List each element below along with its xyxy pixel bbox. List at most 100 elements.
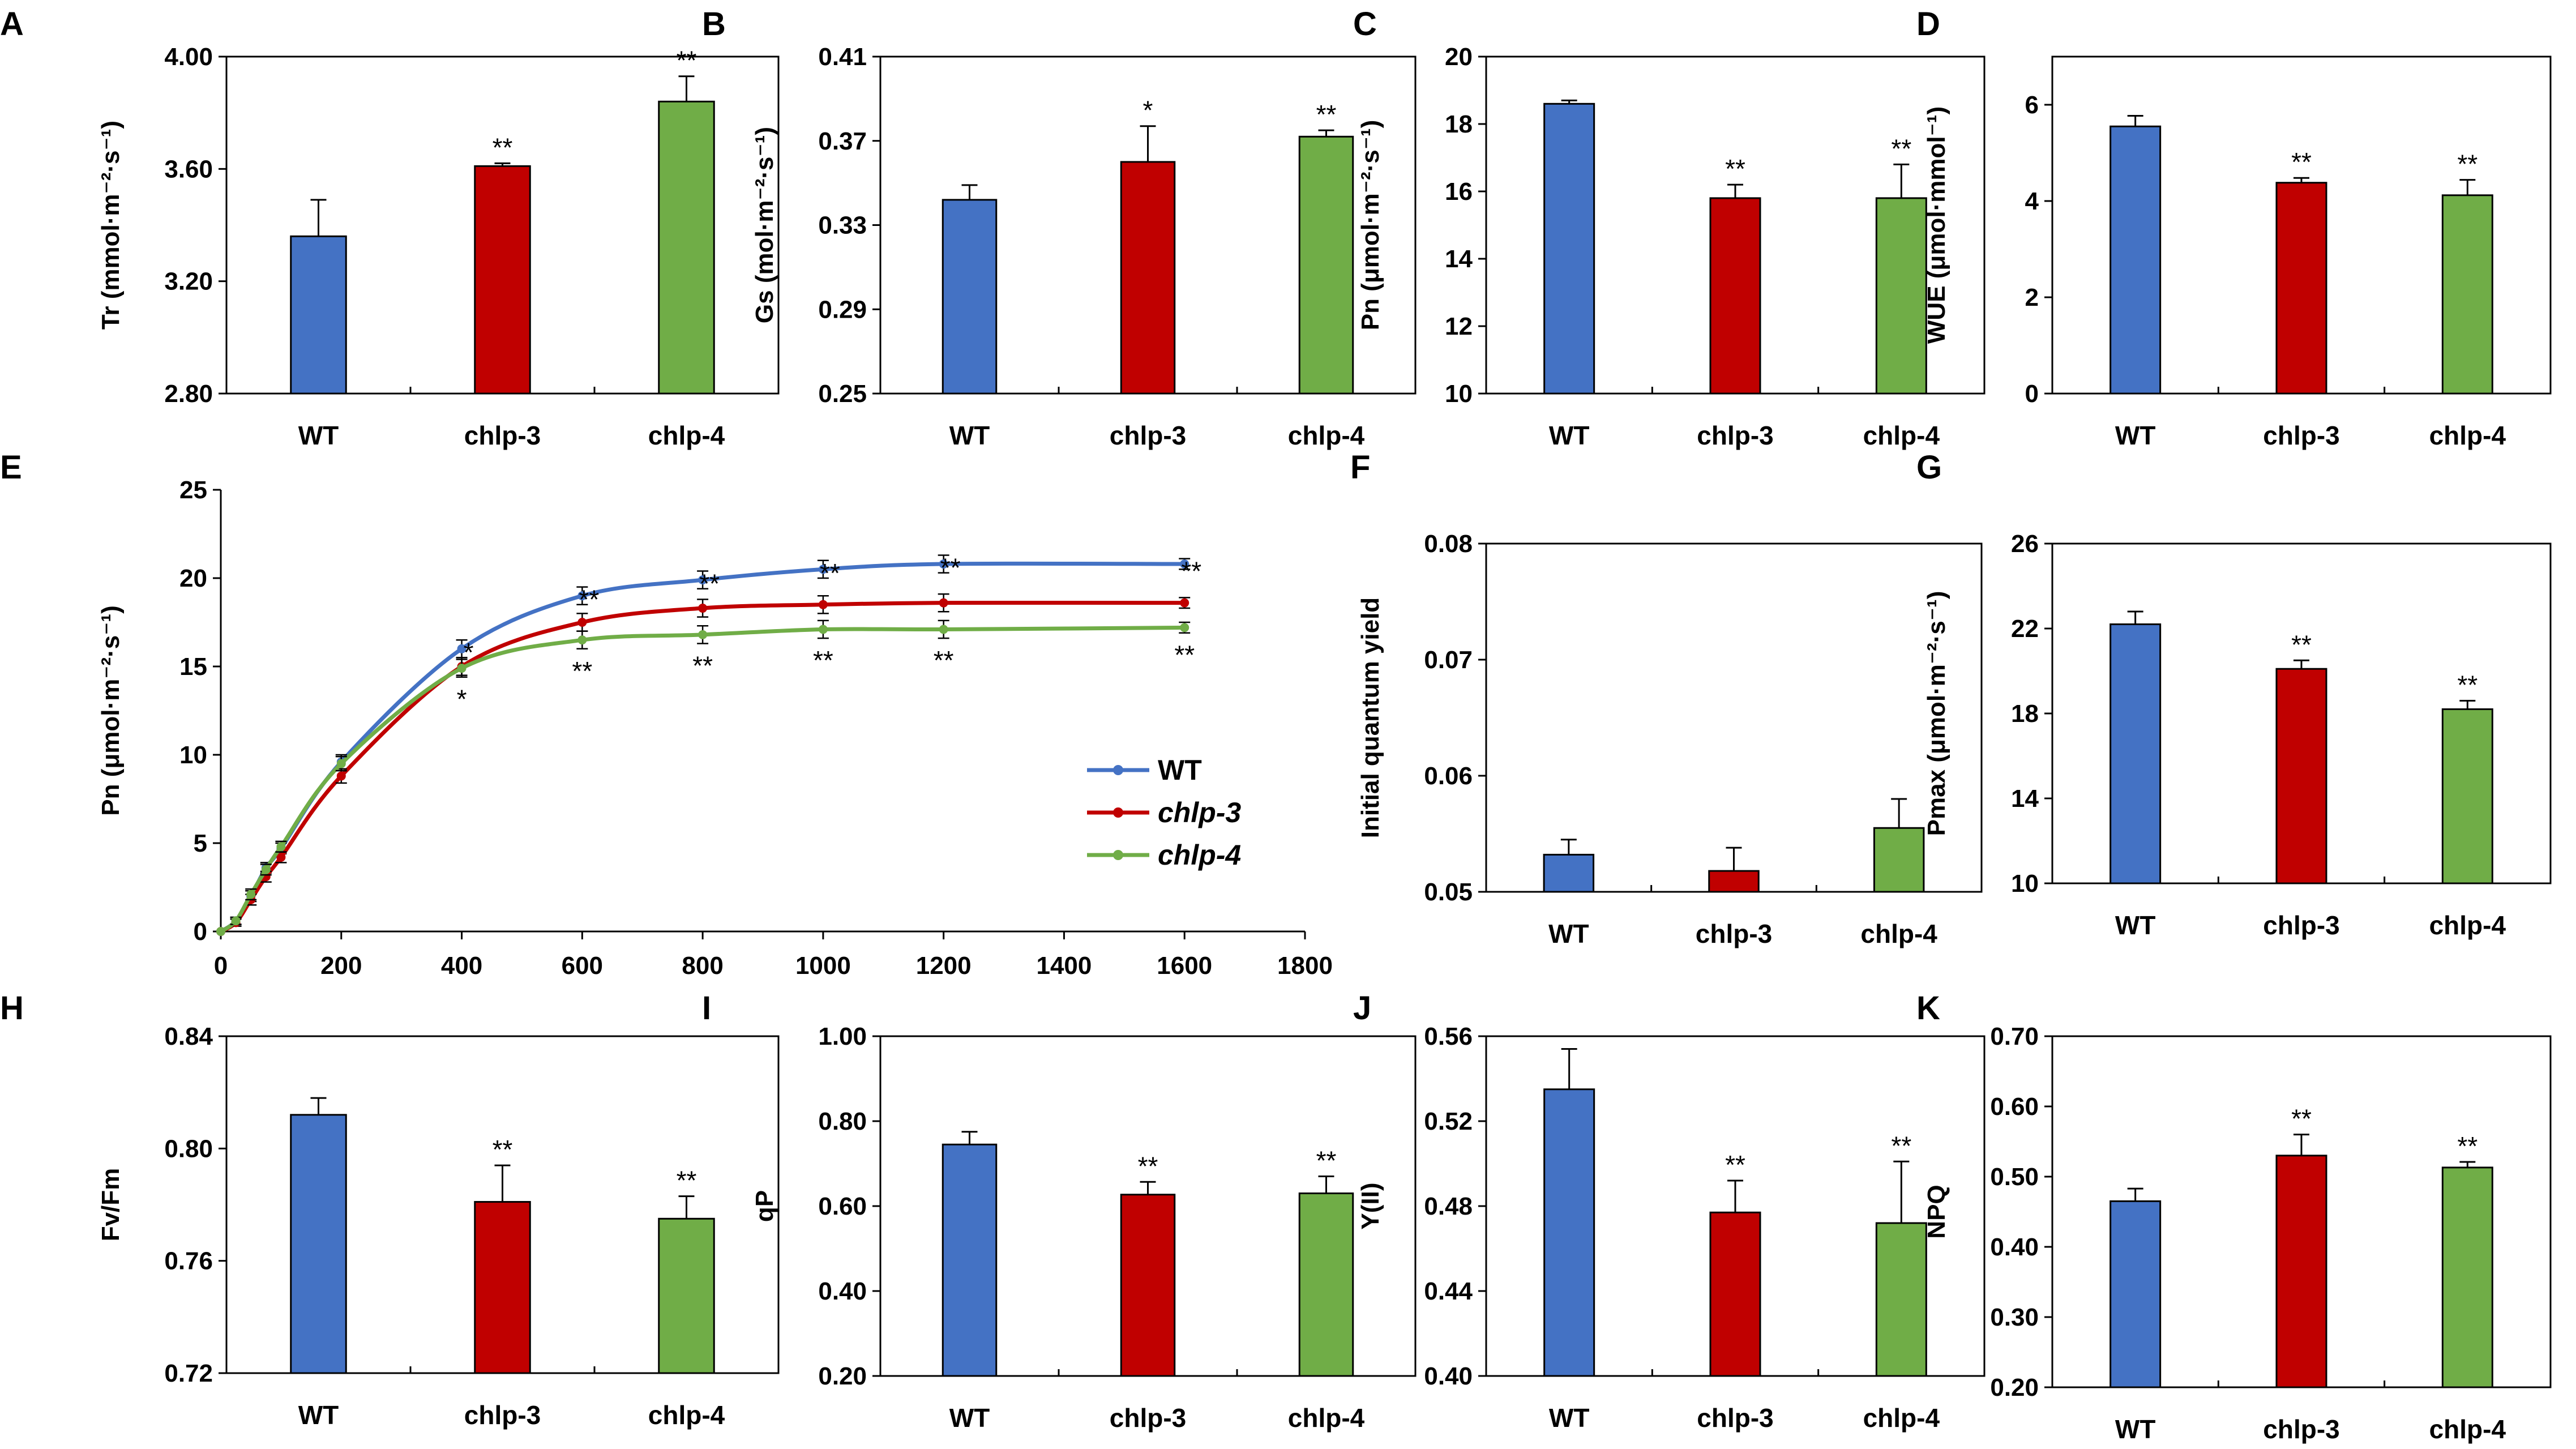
bar-WT <box>942 199 998 395</box>
y-tick-label: 0.50 <box>1990 1163 2039 1191</box>
panel-h: H 0.72 0.76 0.80 0.84 Fv/Fm WT ** chlp-3 ** chlp-4 <box>0 990 780 1430</box>
category-label-WT: WT <box>1549 1403 1590 1433</box>
significance-label: ** <box>692 651 713 680</box>
x-tick-label: 800 <box>682 952 723 980</box>
legend-marker-chlp-3 <box>1113 807 1123 818</box>
y-tick-label: 0 <box>2025 380 2039 408</box>
y-axis-label: Tr (mmol·m⁻²·s⁻¹) <box>97 121 125 330</box>
y-tick-label: 16 <box>1445 178 1473 206</box>
bar-chlp-4 <box>1873 827 1925 893</box>
significance-label: ** <box>1891 1131 1911 1160</box>
x-tick-label: 1600 <box>1157 952 1212 980</box>
category-label-chlp-4: chlp-4 <box>1863 1403 1940 1433</box>
category-label-chlp-4: chlp-4 <box>2429 421 2506 450</box>
y-tick-label: 4.00 <box>164 43 213 71</box>
category-label-chlp-4: chlp-4 <box>1288 421 1365 450</box>
significance-label: ** <box>493 132 513 162</box>
category-label-chlp-3: chlp-3 <box>1697 421 1773 450</box>
category-label-chlp-4: chlp-4 <box>1863 421 1940 450</box>
legend: WT chlp-3 chlp-4 <box>1087 754 1241 871</box>
significance-label: ** <box>1725 154 1745 183</box>
panel-c: C 10 12 14 16 18 20 Pn (μmol·m⁻²·s⁻¹) WT ** chlp-3… <box>1353 6 1986 450</box>
category-label-chlp-3: chlp-3 <box>1110 1403 1186 1433</box>
x-tick-label: 0 <box>214 952 228 980</box>
bar-chlp-4 <box>1875 1222 1927 1377</box>
legend-label-chlp-3: chlp-3 <box>1158 797 1241 828</box>
y-tick-label: 0.40 <box>1990 1233 2039 1261</box>
category-label-WT: WT <box>1549 421 1590 450</box>
data-point-chlp-4 <box>818 625 828 634</box>
x-tick-label: 1800 <box>1277 952 1333 980</box>
category-label-chlp-4: chlp-4 <box>1860 919 1937 948</box>
data-point-WT <box>577 591 587 601</box>
bar-chlp-4 <box>1298 1192 1354 1377</box>
y-tick-label: 3.20 <box>164 268 213 296</box>
data-point-chlp-3 <box>577 618 587 627</box>
y-tick-label: 22 <box>2011 615 2039 643</box>
panel-letter-g: G <box>1916 449 1942 486</box>
legend-marker-WT <box>1113 765 1123 775</box>
category-label-WT: WT <box>1548 919 1589 948</box>
data-point-WT <box>457 644 467 653</box>
category-label-chlp-4: chlp-4 <box>648 1400 725 1430</box>
data-point-WT <box>1180 559 1189 569</box>
y-tick-label: 10 <box>2011 870 2039 897</box>
significance-label: * <box>1143 96 1153 125</box>
y-axis-label: WUE (μmol·mmol⁻¹) <box>1923 106 1950 344</box>
significance-label: ** <box>1174 640 1195 670</box>
y-tick-label: 10 <box>179 741 207 769</box>
y-axis-label: Initial quantum yield <box>1357 597 1384 838</box>
y-tick-label: 0.06 <box>1424 762 1473 790</box>
category-label-WT: WT <box>949 1403 990 1433</box>
significance-label: ** <box>677 46 697 75</box>
bar-WT <box>290 1114 347 1374</box>
y-tick-label: 10 <box>1445 380 1473 408</box>
bar-WT <box>1543 853 1595 893</box>
significance-label: ** <box>1138 1151 1158 1181</box>
y-tick-label: 1.00 <box>818 1023 867 1050</box>
significance-label: ** <box>813 646 833 675</box>
bar-WT <box>1543 102 1595 395</box>
category-label-chlp-3: chlp-3 <box>2263 421 2339 450</box>
bar-chlp-4 <box>2441 1166 2493 1388</box>
bar-chlp-3 <box>2275 1155 2327 1388</box>
significance-label: ** <box>1181 557 1201 586</box>
category-label-chlp-4: chlp-4 <box>2429 911 2506 940</box>
y-tick-label: 5 <box>194 830 207 857</box>
significance-label: ** <box>1891 134 1911 163</box>
bar-chlp-3 <box>1120 1194 1176 1377</box>
significance-label: ** <box>2457 670 2477 700</box>
significance-label: ** <box>2291 1104 2312 1134</box>
bar-chlp-4 <box>1298 135 1354 395</box>
y-tick-label: 0.33 <box>818 212 867 240</box>
significance-label: ** <box>1725 1150 1745 1179</box>
panel-i: I 0.20 0.40 0.60 0.80 1.00 qP WT ** chlp-3 ** chlp-… <box>702 990 1417 1433</box>
x-tick-label: 1200 <box>916 952 972 980</box>
significance-label: ** <box>1316 1146 1337 1176</box>
category-label-chlp-4: chlp-4 <box>2429 1414 2506 1444</box>
panel-letter-c: C <box>1353 6 1377 42</box>
y-tick-label: 0.20 <box>818 1362 867 1390</box>
y-tick-label: 15 <box>179 653 207 681</box>
y-tick-label: 14 <box>1445 245 1473 273</box>
y-tick-label: 0.07 <box>1424 646 1473 674</box>
bar-chlp-4 <box>2441 194 2493 395</box>
data-point-chlp-4 <box>698 630 708 639</box>
significance-label: * <box>457 685 467 714</box>
y-tick-label: 18 <box>2011 700 2039 728</box>
y-tick-label: 20 <box>1445 43 1473 71</box>
y-tick-label: 12 <box>1445 313 1473 340</box>
category-label-WT: WT <box>298 421 339 450</box>
y-tick-label: 18 <box>1445 110 1473 138</box>
y-tick-label: 0.41 <box>818 43 867 71</box>
significance-label: ** <box>934 646 954 675</box>
panel-letter-k: K <box>1916 990 1940 1027</box>
panel-j: J 0.40 0.44 0.48 0.52 0.56 Y(II) WT ** chlp-3 ** ch… <box>1353 990 1986 1433</box>
bar-chlp-3 <box>2275 668 2327 884</box>
x-tick-label: 600 <box>562 952 603 980</box>
data-point-chlp-4 <box>457 664 467 673</box>
y-tick-label: 0.52 <box>1424 1108 1473 1135</box>
category-label-chlp-4: chlp-4 <box>648 421 725 450</box>
y-tick-label: 0.30 <box>1990 1303 2039 1331</box>
x-tick-label: 200 <box>320 952 362 980</box>
